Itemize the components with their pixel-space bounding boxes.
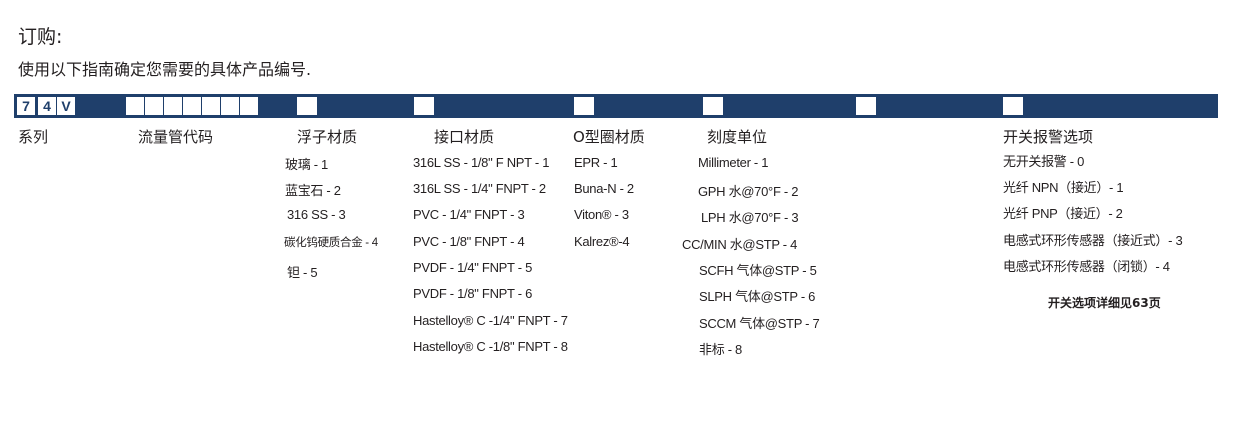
scale-item: 非标 - 8 [699, 342, 742, 357]
scale-item: SCFH 气体@STP - 5 [699, 263, 817, 278]
alarm-item: 电感式环形传感器（接近式）- 3 [1003, 233, 1183, 248]
scale-item: LPH 水@70°F - 3 [701, 210, 799, 225]
connection-item: Hastelloy® C -1/8" FNPT - 8 [413, 339, 568, 354]
float-box [297, 97, 317, 115]
order-subtitle: 使用以下指南确定您需要的具体产品编号. [18, 60, 312, 79]
switch-options-note: 开关选项详细见63页 [1048, 296, 1161, 310]
part-number-bar: 7 4 V [14, 94, 1218, 118]
header-series: 系列 [18, 128, 49, 146]
scale-item: Millimeter - 1 [698, 155, 769, 170]
float-item: 钽 - 5 [287, 265, 318, 280]
code-box-3: V [57, 97, 75, 115]
connection-item: Hastelloy® C -1/4" FNPT - 7 [413, 313, 568, 328]
flow-tube-box [202, 97, 220, 115]
code-box-2: 4 [38, 97, 56, 115]
flow-tube-box [221, 97, 239, 115]
header-connection: 接口材质 [434, 128, 495, 146]
alarm-item: 光纤 PNP（接近）- 2 [1003, 206, 1123, 221]
oring-item: Kalrez®-4 [574, 234, 630, 249]
oring-item: Buna-N - 2 [574, 181, 634, 196]
order-title: 订购: [18, 26, 63, 48]
flow-tube-box [126, 97, 144, 115]
connection-item: PVC - 1/8" FNPT - 4 [413, 234, 525, 249]
scale-item: SLPH 气体@STP - 6 [699, 289, 816, 304]
connection-box [414, 97, 434, 115]
unused-box [856, 97, 876, 115]
float-item: 碳化钨硬质合金 - 4 [284, 237, 378, 249]
flow-tube-box [240, 97, 258, 115]
scale-item: CC/MIN 水@STP - 4 [682, 237, 798, 252]
code-box-1: 7 [17, 97, 35, 115]
alarm-item: 无开关报警 - 0 [1003, 154, 1085, 169]
oring-item: Viton® - 3 [574, 207, 629, 222]
flow-tube-box [183, 97, 201, 115]
flow-tube-box [145, 97, 163, 115]
header-oring: O型圈材质 [573, 128, 645, 146]
alarm-box [1003, 97, 1023, 115]
connection-item: 316L SS - 1/8" F NPT - 1 [413, 155, 550, 170]
scale-item: SCCM 气体@STP - 7 [699, 316, 820, 331]
float-item: 蓝宝石 - 2 [285, 183, 341, 198]
header-float: 浮子材质 [297, 128, 358, 146]
connection-item: PVDF - 1/4" FNPT - 5 [413, 260, 533, 275]
oring-item: EPR - 1 [574, 155, 618, 170]
float-item: 316 SS - 3 [287, 207, 346, 222]
connection-item: PVDF - 1/8" FNPT - 6 [413, 286, 533, 301]
connection-item: PVC - 1/4" FNPT - 3 [413, 207, 525, 222]
oring-box [574, 97, 594, 115]
scale-item: GPH 水@70°F - 2 [698, 184, 799, 199]
scale-box [703, 97, 723, 115]
float-item: 玻璃 - 1 [285, 157, 328, 172]
flow-tube-box [164, 97, 182, 115]
alarm-item: 光纤 NPN（接近）- 1 [1003, 180, 1124, 195]
header-flow-tube: 流量管代码 [138, 128, 214, 146]
header-scale: 刻度单位 [707, 128, 768, 146]
alarm-item: 电感式环形传感器（闭锁）- 4 [1003, 259, 1170, 274]
header-alarm: 开关报警选项 [1003, 128, 1094, 146]
connection-item: 316L SS - 1/4" FNPT - 2 [413, 181, 546, 196]
